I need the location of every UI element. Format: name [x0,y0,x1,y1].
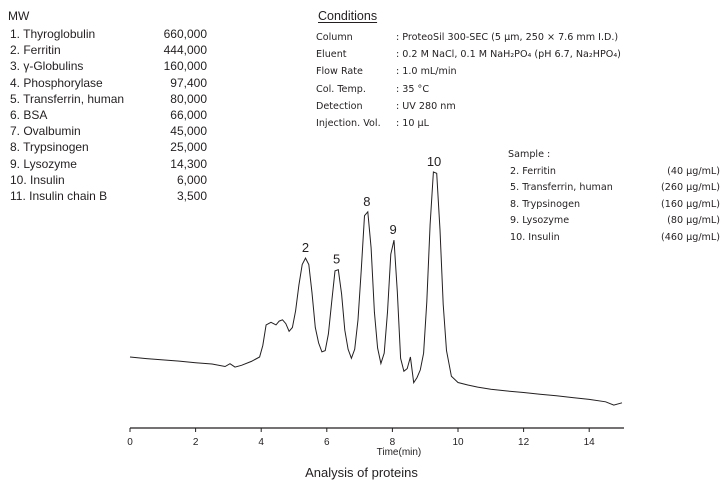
mw-row: 2. Ferritin 444,000 [10,42,207,58]
condition-row: Column : ProteoSil 300-SEC (5 µm, 250 × 7… [316,29,621,46]
sample-title: Sample : [508,149,551,160]
x-tick-label: 4 [258,437,264,448]
mw-protein-name: 7. Ovalbumin [10,124,81,139]
x-tick-label: 6 [324,437,330,448]
condition-value: : 0.2 M NaCl, 0.1 M NaH₂PO₄ (pH 6.7, Na₂… [396,49,621,61]
mw-value: 25,000 [170,140,207,155]
conditions-table: Column : ProteoSil 300-SEC (5 µm, 250 × 7… [316,29,621,132]
x-tick-label: 0 [127,437,133,448]
peak-label: 9 [389,222,396,237]
mw-value: 14,300 [170,156,207,171]
mw-row: 1. Thyroglobulin 660,000 [10,26,207,42]
peak-label: 5 [333,252,340,267]
mw-value: 66,000 [170,107,207,122]
x-tick-label: 8 [390,437,396,448]
mw-row: 6. BSA 66,000 [10,107,207,123]
mw-protein-name: 10. Insulin [10,172,65,187]
mw-value: 97,400 [170,75,207,90]
conditions-title: Conditions [318,9,378,23]
x-tick-label: 2 [193,437,199,448]
mw-row: 3. γ-Globulins 160,000 [10,58,207,74]
peak-label: 10 [427,154,441,169]
condition-key: Detection [316,100,363,112]
condition-value: : UV 280 nm [396,100,456,112]
mw-value: 3,500 [176,188,207,203]
mw-protein-name: 8. Trypsinogen [10,140,89,155]
condition-row: Flow Rate : 1.0 mL/min [316,63,621,80]
mw-protein-name: 1. Thyroglobulin [10,27,96,41]
mw-row: 8. Trypsinogen 25,000 [10,139,207,155]
mw-value: 80,000 [170,91,207,106]
sample-concentration: (80 µg/mL) [667,215,720,226]
chromatogram-trace [129,171,623,406]
mw-protein-name: 3. γ-Globulins [10,59,84,74]
mw-table: 1. Thyroglobulin 660,000 2. Ferritin 444,00… [10,26,207,204]
sample-name: 10. Insulin [510,231,560,243]
sample-concentration: (40 µg/mL) [667,165,720,177]
condition-row: Detection : UV 280 nm [316,98,621,115]
condition-row: Injection. Vol. : 10 µL [316,115,621,132]
x-tick-label: 12 [518,437,530,448]
x-tick-label: 14 [584,437,596,448]
mw-protein-name: 6. BSA [10,107,48,122]
sample-concentration: (160 µg/mL) [661,198,720,210]
mw-row: 5. Transferrin, human 80,000 [10,91,207,107]
mw-protein-name: 9. Lysozyme [10,156,77,171]
sample-row: 8. Trypsinogen (160 µg/mL) [508,197,720,214]
mw-value: 160,000 [163,59,207,74]
condition-value: : 10 µL [396,117,429,129]
sample-name: 9. Lysozyme [510,215,570,226]
condition-row: Eluent : 0.2 M NaCl, 0.1 M NaH₂PO₄ (pH 6.… [316,46,621,63]
sample-panel: Sample : 2. Ferritin (40 µg/mL) 5. Transfe… [508,147,720,246]
sample-row: 9. Lysozyme (80 µg/mL) [508,213,720,230]
sample-row: 10. Insulin (460 µg/mL) [508,230,720,247]
condition-key: Flow Rate [316,66,363,78]
condition-key: Column [316,32,353,43]
condition-key: Col. Temp. [316,83,366,95]
condition-key: Injection. Vol. [316,117,381,129]
condition-row: Col. Temp. : 35 °C [316,81,621,98]
mw-protein-name: 5. Transferrin, human [10,91,125,106]
mw-value: 444,000 [163,43,207,58]
peak-label: 8 [363,194,370,209]
mw-row: 10. Insulin 6,000 [10,172,207,188]
chart-caption: Analysis of proteins [305,465,418,480]
x-axis-label: Time(min) [377,447,422,458]
condition-value: : ProteoSil 300-SEC (5 µm, 250 × 7.6 mm … [396,32,619,43]
sample-concentration: (460 µg/mL) [661,231,720,243]
mw-protein-name: 11. Insulin chain B [10,188,108,203]
sample-name: 5. Transferrin, human [510,182,613,193]
mw-value: 660,000 [163,27,207,41]
peak-label: 2 [302,240,309,255]
sample-name: 8. Trypsinogen [510,198,581,210]
x-tick-label: 10 [452,437,464,448]
mw-protein-name: 4. Phosphorylase [10,75,103,90]
mw-row: 4. Phosphorylase 97,400 [10,75,207,91]
condition-value: : 35 °C [396,83,430,95]
mw-title: MW [8,9,30,23]
mw-row: 11. Insulin chain B 3,500 [10,188,207,204]
mw-protein-name: 2. Ferritin [10,43,61,58]
condition-key: Eluent [316,49,347,61]
mw-row: 9. Lysozyme 14,300 [10,156,207,172]
condition-value: : 1.0 mL/min [396,66,457,78]
sample-row: 2. Ferritin (40 µg/mL) [508,164,720,181]
sample-concentration: (260 µg/mL) [661,182,720,193]
mw-value: 6,000 [176,172,207,187]
mw-row: 7. Ovalbumin 45,000 [10,123,207,139]
mw-value: 45,000 [170,124,207,139]
sample-row: 5. Transferrin, human (260 µg/mL) [508,180,720,197]
sample-name: 2. Ferritin [510,165,556,177]
